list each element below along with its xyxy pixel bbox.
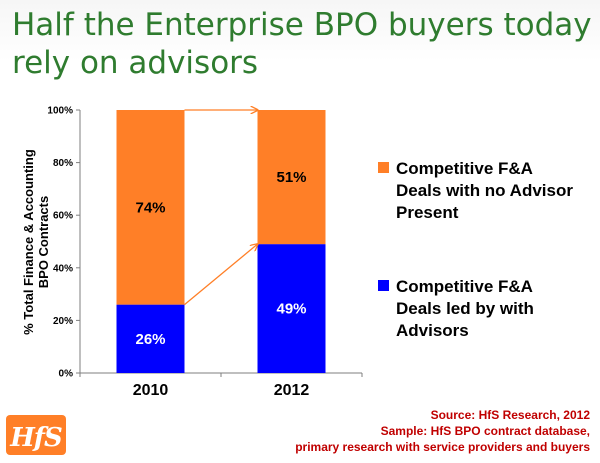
legend-swatch-no-advisor [378,162,389,173]
source-line-2: Sample: HfS BPO contract database, [380,424,590,438]
bar-segment [116,304,185,373]
y-tick-label: 60% [53,211,73,222]
legend-no-advisor-line-1: Competitive F&A [396,159,533,178]
data-label: 26% [135,331,165,348]
legend-label-with-advisor: Competitive F&A Deals led by with Adviso… [396,276,596,342]
source-line-3: primary research with service providers … [295,440,590,454]
y-tick-label: 0% [59,369,74,380]
bar-segment [116,110,185,305]
y-tick-label: 100% [47,106,73,117]
source-line-1: Source: HfS Research, 2012 [430,408,590,422]
legend-no-advisor-line-3: Present [396,203,459,222]
y-tick-label: 40% [53,263,73,274]
title-band [0,0,600,87]
connector-arrow-boundary [184,244,258,306]
page-title: Half the Enterprise BPO buyers today rel… [12,6,592,82]
data-label: 49% [276,301,306,318]
title-line-1: Half the Enterprise BPO buyers today [12,7,592,43]
data-label: 74% [135,199,165,216]
legend-no-advisor-line-2: Deals with no Advisor [396,181,573,200]
logo-text: HfS [9,423,62,453]
bar-segment [257,244,326,373]
legend-with-advisor-line-3: Advisors [396,321,469,340]
y-tick-label: 80% [53,158,73,169]
title-line-2: rely on advisors [12,45,259,81]
data-label: 51% [276,169,306,186]
x-tick-label: 2010 [133,382,169,399]
y-tick-label: 20% [53,316,73,327]
legend-swatch-with-advisor [378,280,389,291]
source-note: Source: HfS Research, 2012 Sample: HfS B… [170,407,590,455]
legend-with-advisor-line-2: Deals led by with [396,299,534,318]
legend-label-no-advisor: Competitive F&A Deals with no Advisor Pr… [396,158,596,224]
x-tick-label: 2012 [274,382,310,399]
bar-segment [257,110,326,245]
hfs-logo: HfS [6,415,66,455]
legend-with-advisor-line-1: Competitive F&A [396,277,533,296]
